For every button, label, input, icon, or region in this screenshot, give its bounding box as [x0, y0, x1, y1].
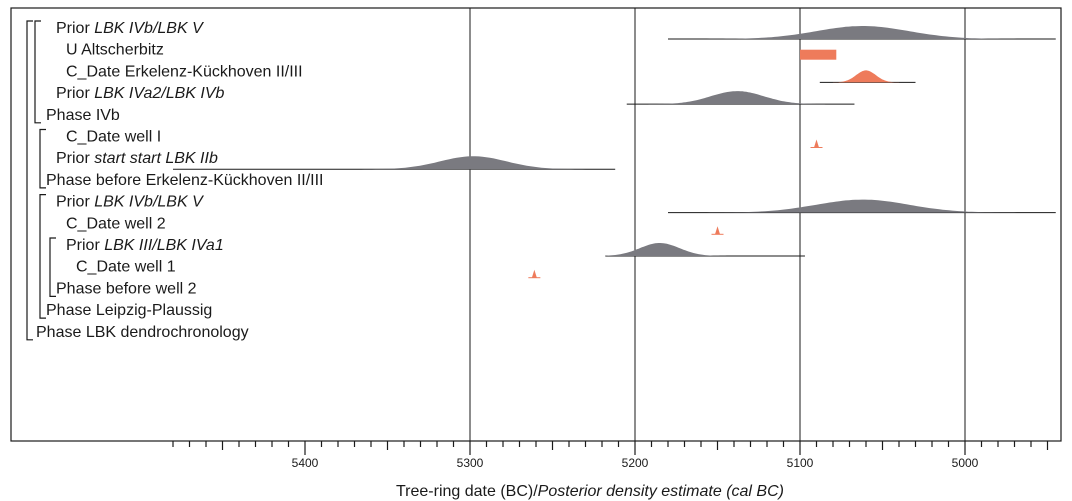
x-axis: 5400 5300 5200 5100 5000: [172, 441, 1049, 470]
row-label-text: U Altscherbitz: [66, 42, 164, 59]
row-label: Prior LBK III/LBK IVa1: [66, 237, 224, 254]
row-label: Phase before Erkelenz-Kückhoven II/III: [46, 172, 323, 189]
row-label-text: C_Date well I: [66, 129, 161, 146]
x-axis-title-italic: Posterior density estimate (cal BC): [538, 483, 784, 500]
row-label: Phase before well 2: [56, 280, 197, 297]
grid-lines: [469, 8, 966, 441]
prior-density: [605, 243, 805, 256]
row-label-text: Phase IVb: [46, 107, 120, 124]
prior-density: [668, 26, 1056, 39]
row-label: Phase LBK dendrochronology: [36, 324, 249, 341]
x-axis-title-plain: Tree-ring date (BC)/: [396, 483, 538, 500]
row-label-text: C_Date Erkelenz-Kückhoven II/III: [66, 63, 303, 80]
row-label-text: C_Date well 2: [66, 215, 166, 232]
row-label-text: Prior: [56, 20, 94, 37]
row-label-italic: LBK IVb/LBK V: [94, 194, 204, 211]
row-label-text: Phase before well 2: [56, 280, 197, 297]
date-spike: [715, 226, 720, 235]
row-label: Prior LBK IVb/LBK V: [56, 20, 204, 37]
uniform-density: [800, 49, 837, 60]
row-label: Phase IVb: [46, 107, 120, 124]
row-label-text: Phase before Erkelenz-Kückhoven II/III: [46, 172, 323, 189]
tick-label-5100: 5100: [787, 456, 814, 470]
row-label: C_Date Erkelenz-Kückhoven II/III: [66, 63, 303, 80]
row-label: C_Date well 2: [66, 215, 166, 232]
date-density: [819, 70, 916, 83]
row-label-text: Phase LBK dendrochronology: [36, 324, 249, 341]
row-label: Prior start start LBK IIb: [56, 150, 218, 167]
phase-brackets: [26, 20, 56, 341]
row-label-text: Prior: [56, 85, 94, 102]
row-label: Phase Leipzig-Plaussig: [46, 302, 212, 319]
row-label-text: Prior: [56, 150, 94, 167]
tick-label-5400: 5400: [292, 456, 319, 470]
row-label: Prior LBK IVb/LBK V: [56, 194, 204, 211]
row-label: C_Date well 1: [76, 259, 176, 276]
prior-density: [668, 199, 1056, 213]
tick-label-5200: 5200: [622, 456, 649, 470]
row-label-italic: LBK IVb/LBK V: [94, 20, 204, 37]
x-axis-title: Tree-ring date (BC)/Posterior density es…: [396, 483, 784, 500]
date-spike: [814, 139, 819, 148]
phase-bracket: [34, 20, 41, 124]
tick-label-5000: 5000: [952, 456, 979, 470]
phase-bracket: [26, 20, 33, 341]
row-label: C_Date well I: [66, 129, 161, 146]
tick-label-5300: 5300: [457, 456, 484, 470]
row-label-italic: LBK IVa2/LBK IVb: [94, 85, 224, 102]
row-label-text: C_Date well 1: [76, 259, 176, 276]
phase-bracket: [39, 194, 46, 319]
row-label: U Altscherbitz: [66, 42, 164, 59]
prior-density: [173, 156, 616, 170]
row-label-text: Prior: [56, 194, 94, 211]
row-label: Prior LBK IVa2/LBK IVb: [56, 85, 224, 102]
row-label-italic: start start LBK IIb: [94, 150, 218, 167]
phase-bracket: [39, 128, 46, 189]
date-spike: [531, 269, 537, 278]
row-label-italic: LBK III/LBK IVa1: [104, 237, 223, 254]
distributions: [173, 26, 1056, 279]
phase-bracket: [49, 237, 56, 297]
prior-density: [626, 91, 855, 105]
row-label-text: Prior: [66, 237, 104, 254]
row-label-text: Phase Leipzig-Plaussig: [46, 302, 212, 319]
row-labels: Prior LBK IVb/LBK V U Altscherbitz C_Date …: [36, 20, 323, 341]
